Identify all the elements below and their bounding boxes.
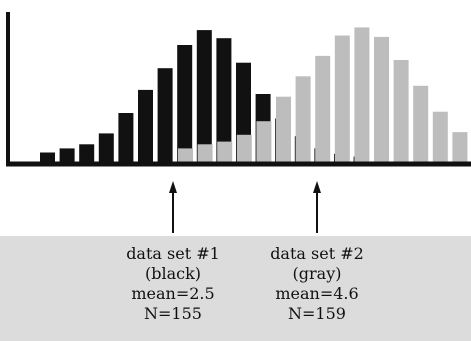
set2-bar-6 bbox=[295, 76, 311, 162]
annotation-set2-line3: mean=4.6 bbox=[275, 284, 359, 303]
set2-bar-13 bbox=[432, 111, 448, 162]
set2-bar-12 bbox=[413, 85, 429, 162]
set1-bar-8 bbox=[196, 30, 212, 162]
annotation-set2-line1: data set #2 bbox=[270, 244, 364, 263]
set2-bar-9 bbox=[354, 27, 370, 163]
set2-bar-0 bbox=[178, 148, 193, 162]
arrows-group bbox=[169, 181, 321, 233]
set1-bar-3 bbox=[98, 133, 114, 162]
set1-bar-7 bbox=[177, 45, 193, 162]
set1-bar-0 bbox=[40, 152, 55, 162]
annotation-set1-line2: (black) bbox=[144, 264, 202, 283]
set2-bar-4 bbox=[256, 121, 272, 162]
set1-bar-1 bbox=[59, 148, 75, 162]
plot-background bbox=[0, 0, 471, 236]
annotation-set1-line3: mean=2.5 bbox=[131, 284, 215, 303]
set1-bar-4 bbox=[118, 113, 134, 162]
set2-bar-2 bbox=[217, 141, 233, 162]
set2-bar-3 bbox=[236, 134, 252, 162]
annotation-set1-line1: data set #1 bbox=[126, 244, 220, 263]
set2-mean-arrow bbox=[313, 181, 321, 233]
annotation-set1-line4: N=155 bbox=[144, 304, 202, 323]
annotation-set2: data set #2 (gray) mean=4.6 N=159 bbox=[247, 244, 387, 324]
bars-group bbox=[40, 27, 468, 163]
set2-bar-1 bbox=[197, 144, 213, 162]
set2-bar-11 bbox=[393, 60, 409, 162]
set1-bar-2 bbox=[79, 144, 95, 162]
set2-bar-8 bbox=[334, 35, 350, 162]
set2-bar-7 bbox=[315, 55, 331, 162]
set2-bar-14 bbox=[452, 132, 468, 162]
set1-bar-5 bbox=[138, 89, 153, 162]
annotation-set1: data set #1 (black) mean=2.5 N=155 bbox=[103, 244, 243, 324]
set1-bar-6 bbox=[157, 68, 173, 162]
set1-bar-9 bbox=[216, 38, 232, 163]
set1-mean-arrow bbox=[169, 181, 177, 233]
annotation-set2-line2: (gray) bbox=[292, 264, 342, 283]
set2-bar-10 bbox=[374, 36, 389, 162]
annotation-set2-line4: N=159 bbox=[288, 304, 346, 323]
set2-bar-5 bbox=[276, 96, 291, 162]
